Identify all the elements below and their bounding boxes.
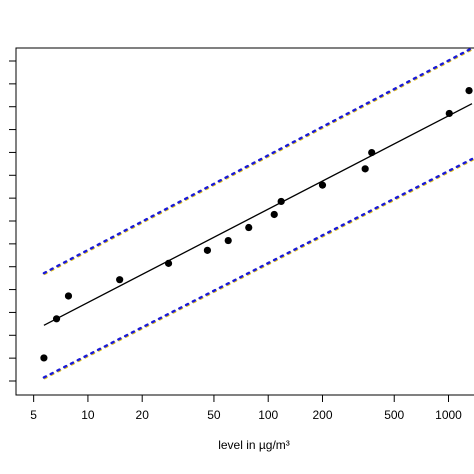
x-tick-label: 100 <box>258 408 278 422</box>
lower-confidence-band <box>42 157 474 379</box>
data-point <box>361 165 369 173</box>
data-point <box>368 148 376 157</box>
data-point <box>318 181 327 189</box>
data-point <box>116 276 124 284</box>
x-tick-label: 50 <box>207 408 221 422</box>
data-points <box>40 87 473 362</box>
x-tick-label: 5 <box>30 408 37 422</box>
lower-confidence-band-shadow <box>43 158 474 380</box>
x-tick-label: 500 <box>384 408 404 422</box>
data-point <box>203 246 212 254</box>
data-point <box>52 315 61 323</box>
y-axis-ticks <box>9 60 16 382</box>
data-point <box>245 223 253 232</box>
data-point <box>465 87 473 95</box>
x-axis-title: level in µg/m³ <box>218 438 290 452</box>
fit-line-group <box>43 103 473 326</box>
data-point <box>40 354 48 362</box>
confidence-bands <box>42 47 474 380</box>
data-point <box>445 109 453 118</box>
data-point <box>270 210 278 219</box>
x-tick-label: 1000 <box>435 408 462 422</box>
fit-line <box>43 103 473 326</box>
x-tick-label: 10 <box>81 408 95 422</box>
data-point <box>277 197 285 206</box>
data-point <box>64 292 73 300</box>
x-axis-ticks: 5 10 20 50 100 200 500 1000 <box>30 395 462 422</box>
x-tick-label: 200 <box>312 408 332 422</box>
upper-confidence-band <box>42 47 474 275</box>
data-point <box>224 236 232 245</box>
data-point <box>164 259 173 267</box>
x-tick-label: 20 <box>136 408 150 422</box>
x-axis-title-text: level in µg/m³ <box>218 438 290 452</box>
